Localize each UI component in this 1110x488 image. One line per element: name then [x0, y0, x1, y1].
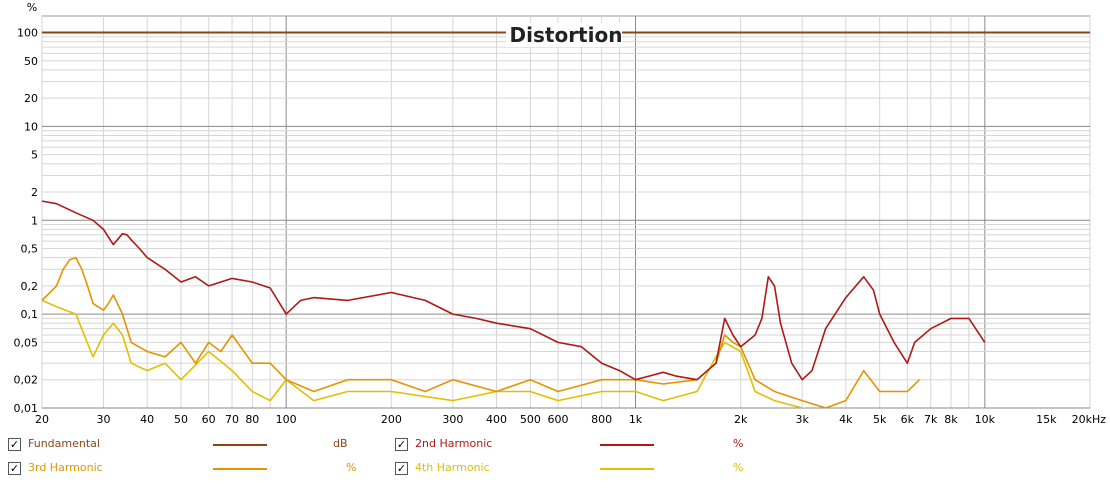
legend-item-2nd-harmonic[interactable]: ✓ 2nd Harmonic % — [395, 437, 775, 455]
x-tick-label: 8k — [944, 413, 958, 426]
legend-unit: % — [346, 461, 357, 474]
legend-label: 4th Harmonic — [415, 461, 490, 474]
y-tick-label: 0,01 — [14, 402, 39, 415]
x-tick-label: 300 — [442, 413, 463, 426]
y-tick-label: 0,05 — [14, 336, 39, 349]
legend-item-fundamental[interactable]: ✓ Fundamental dB — [8, 437, 388, 455]
legend-item-3rd-harmonic[interactable]: ✓ 3rd Harmonic % — [8, 461, 388, 479]
series-line-2nd-harmonic — [42, 200, 986, 381]
checkbox[interactable]: ✓ — [8, 462, 21, 475]
x-tick-label: 500 — [520, 413, 541, 426]
x-axis-ticks: 20 30 40 50 60 70 80 100 200 300 400 500 600 800 1k 2k 3… — [35, 413, 1106, 426]
legend: ✓ Fundamental dB ✓ 2nd Harmonic % ✓ 3rd … — [0, 432, 1110, 488]
y-tick-label: 5 — [31, 149, 38, 162]
y-tick-label: 0,2 — [21, 280, 39, 293]
legend-unit: % — [733, 437, 744, 450]
legend-swatch — [600, 468, 654, 470]
x-tick-label: 5k — [873, 413, 887, 426]
y-axis-label: % — [27, 1, 37, 14]
x-tick-label: 15k — [1036, 413, 1057, 426]
y-tick-label: 20 — [24, 92, 38, 105]
x-tick-label: 7k — [924, 413, 938, 426]
grid — [41, 16, 1091, 409]
legend-label: 2nd Harmonic — [415, 437, 493, 450]
x-tick-label: 4k — [839, 413, 853, 426]
y-tick-label: 1 — [31, 214, 38, 227]
checkbox[interactable]: ✓ — [395, 462, 408, 475]
x-tick-label: 400 — [486, 413, 507, 426]
x-tick-label: 100 — [276, 413, 297, 426]
legend-unit: % — [733, 461, 744, 474]
series-line-3rd-harmonic — [42, 256, 921, 408]
x-tick-label: 20 — [35, 413, 49, 426]
x-tick-label: 10k — [975, 413, 996, 426]
y-tick-label: 50 — [24, 55, 38, 68]
x-tick-label: 20kHz — [1072, 413, 1107, 426]
legend-swatch — [213, 444, 267, 446]
legend-label: Fundamental — [28, 437, 100, 450]
x-tick-label: 600 — [548, 413, 569, 426]
x-tick-label: 2k — [734, 413, 748, 426]
x-tick-label: 6k — [901, 413, 915, 426]
y-tick-label: 2 — [31, 186, 38, 199]
y-axis-ticks: 100 50 20 10 5 2 1 0,5 0,2 0,1 0,05 0,02 0,01 — [14, 27, 39, 415]
chart-title: Distortion — [510, 23, 623, 47]
plot-area — [41, 15, 1091, 409]
x-tick-label: 30 — [97, 413, 111, 426]
x-tick-label: 1k — [629, 413, 643, 426]
title-background — [506, 23, 622, 47]
x-tick-label: 80 — [245, 413, 259, 426]
legend-label: 3rd Harmonic — [28, 461, 103, 474]
checkbox[interactable]: ✓ — [395, 438, 408, 451]
legend-unit: dB — [333, 437, 348, 450]
x-tick-label: 60 — [202, 413, 216, 426]
y-tick-label: 100 — [17, 27, 38, 40]
y-tick-label: 0,1 — [21, 308, 39, 321]
x-tick-label: 800 — [591, 413, 612, 426]
legend-swatch — [213, 468, 267, 470]
y-tick-label: 0,02 — [14, 374, 39, 387]
legend-swatch — [600, 444, 654, 446]
x-tick-label: 70 — [225, 413, 239, 426]
y-tick-label: 10 — [24, 120, 38, 133]
x-tick-label: 40 — [140, 413, 154, 426]
checkbox[interactable]: ✓ — [8, 438, 21, 451]
series-line-4th-harmonic — [42, 299, 807, 408]
x-tick-label: 3k — [795, 413, 809, 426]
legend-item-4th-harmonic[interactable]: ✓ 4th Harmonic % — [395, 461, 775, 479]
x-tick-label: 50 — [174, 413, 188, 426]
x-tick-label: 200 — [381, 413, 402, 426]
distortion-chart: 100 50 20 10 5 2 1 0,5 0,2 0,1 0,05 0,02 0,01 20 30 40… — [14, 1, 1107, 426]
y-tick-label: 0,5 — [21, 243, 39, 256]
